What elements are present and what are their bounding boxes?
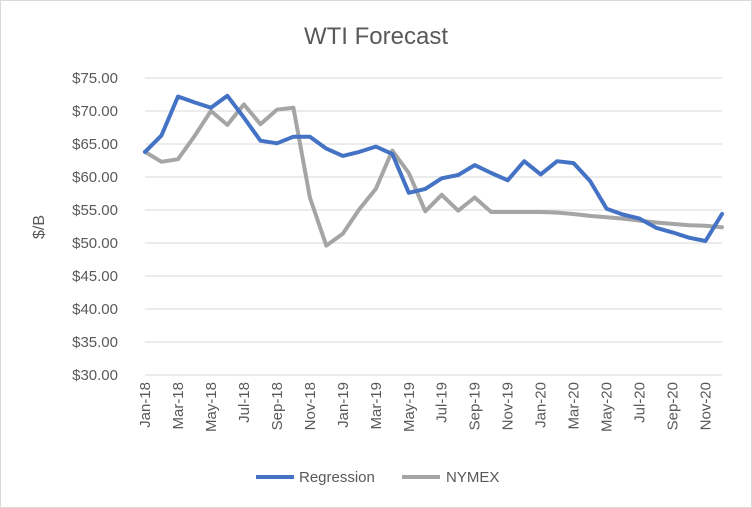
y-tick-label: $70.00 [72, 103, 118, 120]
y-tick-label: $45.00 [72, 268, 118, 285]
series-line-nymex [143, 102, 724, 248]
x-axis-ticks: Jan-18 Mar-18 May-18 Jul-18 Sep-18 Nov-18 Jan-… [137, 382, 715, 432]
y-tick-label: $60.00 [72, 169, 118, 186]
x-tick-label: May-18 [203, 382, 220, 432]
legend-entry: Regression [299, 469, 375, 486]
x-tick-label: Jan-19 [335, 382, 352, 428]
x-tick-label: Nov-18 [302, 382, 319, 430]
x-tick-label: Jan-20 [533, 382, 550, 428]
y-tick-label: $75.00 [72, 70, 118, 87]
x-tick-label: Mar-18 [170, 382, 187, 430]
y-tick-label: $35.00 [72, 334, 118, 351]
x-tick-label: Jul-20 [632, 382, 649, 423]
series-line-regression [143, 93, 724, 243]
x-tick-label: Nov-19 [500, 382, 517, 430]
chart-title: WTI Forecast [304, 23, 448, 50]
legend: Regression NYMEX [256, 469, 499, 486]
y-tick-label: $55.00 [72, 202, 118, 219]
x-tick-label: Jan-18 [137, 382, 154, 428]
y-tick-label: $65.00 [72, 136, 118, 153]
y-tick-label: $50.00 [72, 235, 118, 252]
x-tick-label: Nov-20 [698, 382, 715, 430]
x-tick-label: Jul-19 [434, 382, 451, 423]
x-tick-label: Mar-19 [368, 382, 385, 430]
x-tick-label: Sep-18 [269, 382, 286, 430]
x-tick-label: Sep-19 [467, 382, 484, 430]
y-tick-label: $40.00 [72, 301, 118, 318]
legend-entry: NYMEX [446, 469, 499, 486]
x-tick-label: Mar-20 [566, 382, 583, 430]
x-tick-label: Jul-18 [236, 382, 253, 423]
y-tick-label: $30.00 [72, 367, 118, 384]
y-axis-ticks: $30.00 $35.00 $40.00 $45.00 $50.00 $55.00 $60.… [72, 70, 118, 384]
y-axis-label: $/B [31, 215, 48, 239]
x-tick-label: Sep-20 [665, 382, 682, 430]
x-tick-label: May-20 [599, 382, 616, 432]
series-lines [143, 93, 724, 248]
x-tick-label: May-19 [401, 382, 418, 432]
